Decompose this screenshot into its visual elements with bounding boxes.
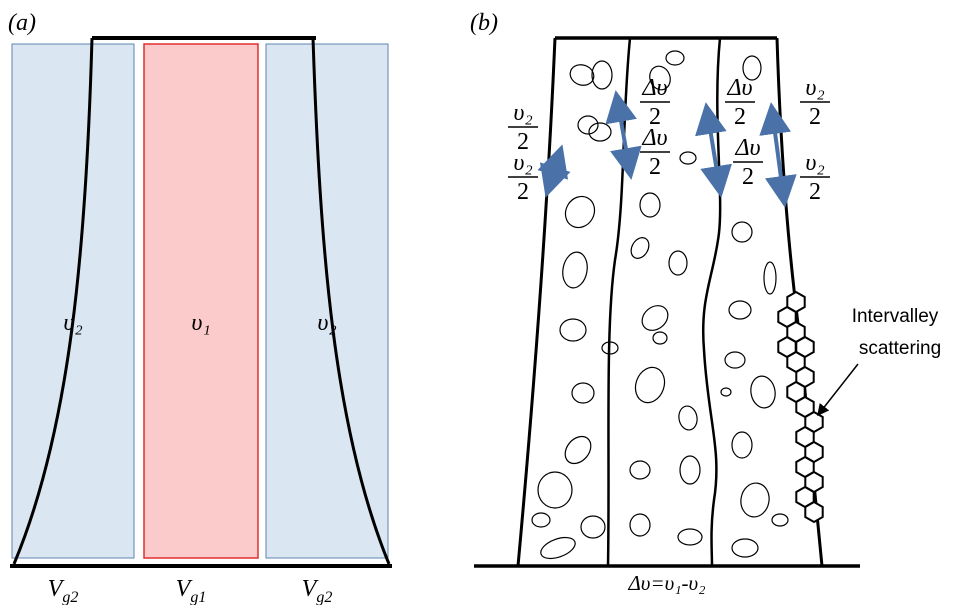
fraction-numerator: Δυ [726, 75, 752, 101]
grain [592, 61, 612, 89]
grain [666, 51, 684, 65]
grain [631, 363, 670, 406]
fraction-numerator: Δυ [641, 75, 667, 101]
panel-label: (a) [8, 10, 36, 36]
grain [572, 383, 594, 403]
gate-subscript: g1 [190, 589, 206, 605]
figure: (a) υ₂ υ₁ υ₂ Vg2 Vg1 Vg2 (b) υ₂ 2 υ₂ 2 Δυ 2 Δυ 2 Δ… [0, 0, 964, 605]
gate-label: Vg2 [302, 576, 333, 605]
grain [721, 388, 731, 396]
grain [680, 152, 696, 164]
fraction-numerator: υ₂ [513, 100, 532, 126]
fraction-numerator: υ₂ [805, 75, 824, 101]
panel-a: (a) υ₂ υ₁ υ₂ Vg2 Vg1 Vg2 [8, 10, 392, 605]
fraction-denominator: 2 [742, 164, 754, 190]
grain [560, 431, 596, 468]
grain [678, 529, 702, 545]
grain [630, 461, 650, 479]
panel-label: (b) [470, 10, 498, 36]
grain [732, 432, 752, 458]
grain [532, 513, 550, 527]
grain [578, 116, 598, 134]
grain [732, 222, 752, 242]
hexagon [805, 502, 822, 522]
grain [637, 301, 673, 336]
grain [677, 405, 699, 432]
grain [628, 234, 653, 261]
grain [538, 472, 572, 508]
grain [560, 250, 590, 290]
fraction-denominator: 2 [809, 104, 821, 130]
grain [729, 301, 751, 319]
fraction-numerator: Δυ [734, 135, 760, 161]
grain [669, 251, 687, 275]
annotation: scattering [859, 338, 941, 359]
grain [732, 539, 758, 557]
grain [748, 374, 777, 410]
gate-subscript: g2 [62, 589, 78, 605]
gate-subscript: g2 [316, 589, 332, 605]
fraction-denominator: 2 [649, 154, 661, 180]
fraction-numerator: υ₂ [805, 150, 824, 176]
domain-wall [703, 38, 720, 566]
grain [738, 481, 771, 519]
fraction-numerator: υ₂ [513, 150, 532, 176]
grain [560, 319, 586, 341]
region-label: υ₂ [317, 310, 336, 336]
grain [560, 191, 600, 233]
grain [581, 516, 605, 538]
grain [640, 193, 660, 217]
grain [764, 262, 776, 294]
side-region [12, 44, 134, 558]
gate-label: Vg1 [176, 576, 207, 605]
grain [589, 123, 611, 141]
region-label: υ₁ [191, 310, 210, 336]
gate-label: Vg2 [48, 576, 79, 605]
grain [630, 514, 650, 536]
grain [653, 332, 667, 344]
grain [725, 352, 745, 368]
grain [538, 533, 578, 562]
side-region [266, 44, 388, 558]
fraction-denominator: 2 [734, 104, 746, 130]
fraction-denominator: 2 [517, 179, 529, 205]
fraction-numerator: Δυ [641, 125, 667, 151]
annotation-arrow [818, 364, 858, 415]
fraction-denominator: 2 [809, 179, 821, 205]
grain [772, 514, 788, 526]
caption: Δυ=υ₁-υ₂ [627, 571, 705, 595]
annotation: Intervalley [852, 306, 939, 327]
center-region [144, 44, 258, 558]
region-label: υ₂ [63, 310, 82, 336]
grain [680, 456, 700, 484]
